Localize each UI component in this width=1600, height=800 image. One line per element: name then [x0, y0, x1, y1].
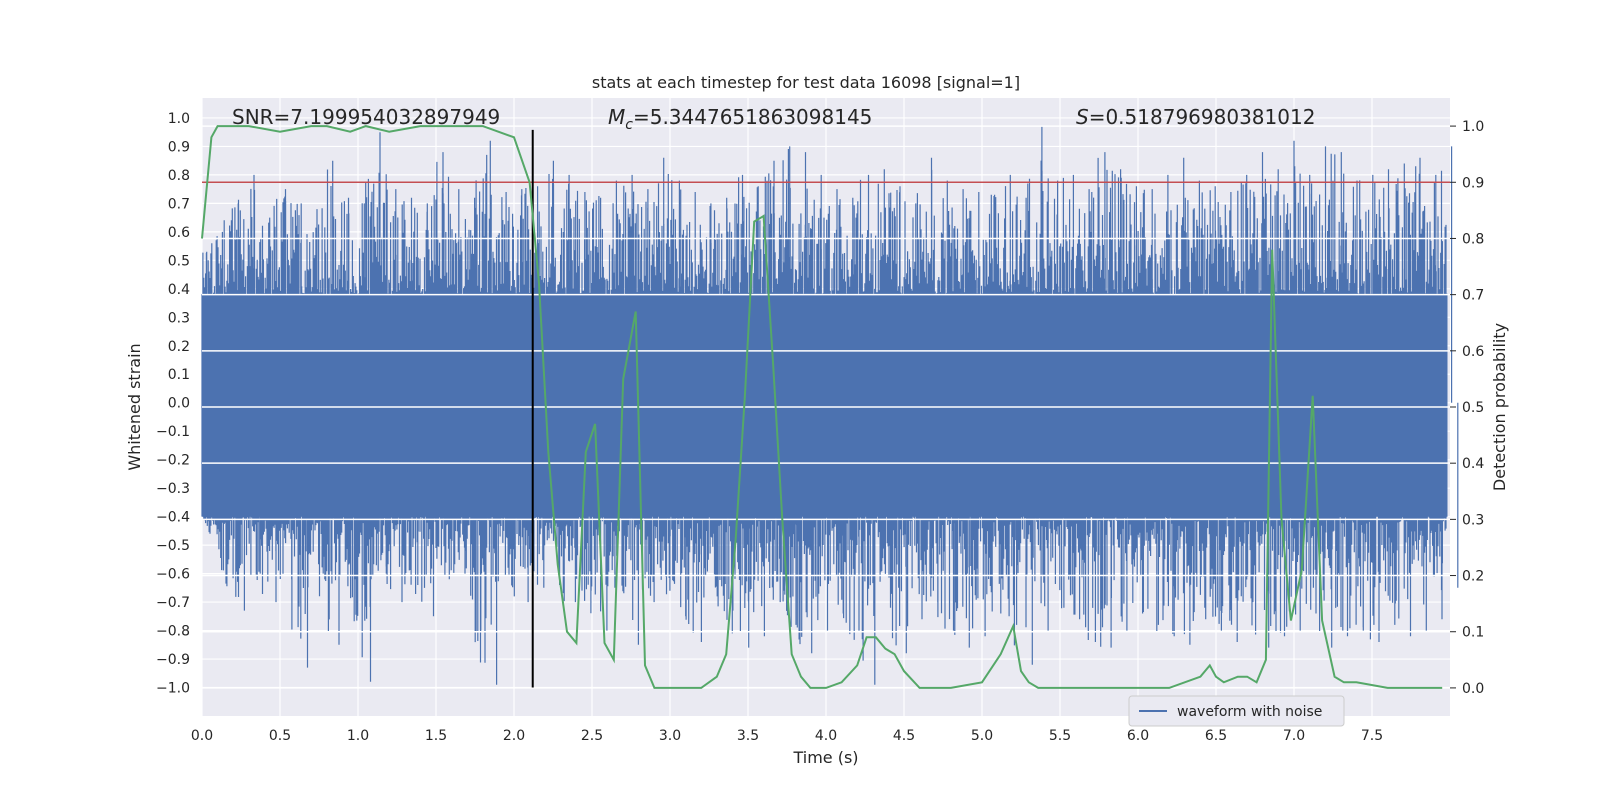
y-tick-label: 0.7	[168, 196, 190, 212]
y2-tick-label: 0.5	[1462, 400, 1484, 416]
chirp-mass-annotation: Mc=5.3447651863098145	[608, 105, 872, 133]
y-tick-label: 0.1	[168, 367, 190, 383]
y-tick-label: −0.6	[156, 567, 190, 583]
legend-label: waveform with noise	[1177, 704, 1322, 720]
y-axis-left: 1.0 0.9 0.8 0.7 0.6 0.5 0.4 0.3 0.2 0.1 0.0 −0.1 −0.…	[156, 111, 190, 697]
y2-tick-label: 0.3	[1462, 512, 1484, 528]
y-tick-label: 0.2	[168, 339, 190, 355]
y-tick-label: −0.4	[156, 510, 190, 526]
y-tick-label: 0.6	[168, 225, 190, 241]
waveform-spikes	[201, 126, 1459, 685]
y-axis-label: Whitened strain	[125, 343, 144, 470]
y2-tick-label: 1.0	[1462, 119, 1484, 135]
x-tick-label: 4.5	[893, 728, 915, 744]
y-tick-label: 0.9	[168, 139, 190, 155]
x-tick-label: 0.5	[269, 728, 291, 744]
chart-title: stats at each timestep for test data 160…	[592, 73, 1020, 92]
y2-tick-label: 0.0	[1462, 681, 1484, 697]
x-tick-label: 7.0	[1283, 728, 1305, 744]
chirp-mass-value: =5.3447651863098145	[633, 105, 872, 129]
x-tick-label: 7.5	[1361, 728, 1383, 744]
snr-annotation: SNR=7.199954032897949	[232, 105, 500, 129]
spin-value: =0.518796980381012	[1089, 105, 1316, 129]
x-tick-label: 6.5	[1205, 728, 1227, 744]
y-tick-label: −0.8	[156, 624, 190, 640]
chirp-mass-symbol: M	[608, 105, 625, 129]
y2-tick-label: 0.4	[1462, 456, 1484, 472]
legend: waveform with noise	[1128, 695, 1345, 727]
y-tick-label: 0.8	[168, 168, 190, 184]
y-tick-label: −0.5	[156, 538, 190, 554]
y-tick-label: −1.0	[156, 681, 190, 697]
spin-annotation: S=0.518796980381012	[1076, 105, 1315, 129]
y2-tick-label: 0.1	[1462, 625, 1484, 641]
legend-box	[1128, 695, 1345, 727]
y-tick-label: 0.4	[168, 282, 190, 298]
y2-axis-label: Detection probability	[1490, 323, 1509, 491]
y-tick-label: −0.9	[156, 652, 190, 668]
x-tick-label: 1.5	[425, 728, 447, 744]
y-tick-label: −0.1	[156, 424, 190, 440]
x-tick-label: 3.5	[737, 728, 759, 744]
y2-tick-label: 0.6	[1462, 344, 1484, 360]
spin-symbol: S	[1076, 105, 1089, 129]
x-tick-label: 1.0	[347, 728, 369, 744]
x-axis-label: Time (s)	[792, 748, 858, 767]
x-tick-label: 6.0	[1127, 728, 1149, 744]
y-tick-label: 0.3	[168, 310, 190, 326]
x-tick-label: 4.0	[815, 728, 837, 744]
waveform-series	[201, 126, 1459, 685]
x-tick-label: 3.0	[659, 728, 681, 744]
y2-tick-label: 0.9	[1462, 175, 1484, 191]
y-tick-label: 0.0	[168, 396, 190, 412]
y-tick-label: 1.0	[168, 111, 190, 127]
y-tick-label: 0.5	[168, 253, 190, 269]
x-tick-label: 2.5	[581, 728, 603, 744]
y2-tick-label: 0.8	[1462, 231, 1484, 247]
x-tick-label: 5.0	[971, 728, 993, 744]
y2-tick-label: 0.7	[1462, 288, 1484, 304]
detection-probability-line	[201, 125, 1443, 689]
y-tick-label: −0.7	[156, 595, 190, 611]
x-tick-label: 5.5	[1049, 728, 1071, 744]
x-axis: 0.0 0.5 1.0 1.5 2.0 2.5 3.0 3.5 4.0 4.5 5.0 5.5 6.0 6…	[191, 728, 1383, 744]
chirp-mass-subscript: c	[625, 117, 633, 133]
y-tick-label: −0.2	[156, 453, 190, 469]
y-tick-label: −0.3	[156, 481, 190, 497]
y-axis-right: 1.0 0.9 0.8 0.7 0.6 0.5 0.4 0.3 0.2 0.1 0.0	[1450, 119, 1484, 697]
x-tick-label: 2.0	[503, 728, 525, 744]
y2-tick-label: 0.2	[1462, 569, 1484, 585]
x-tick-label: 0.0	[191, 728, 213, 744]
